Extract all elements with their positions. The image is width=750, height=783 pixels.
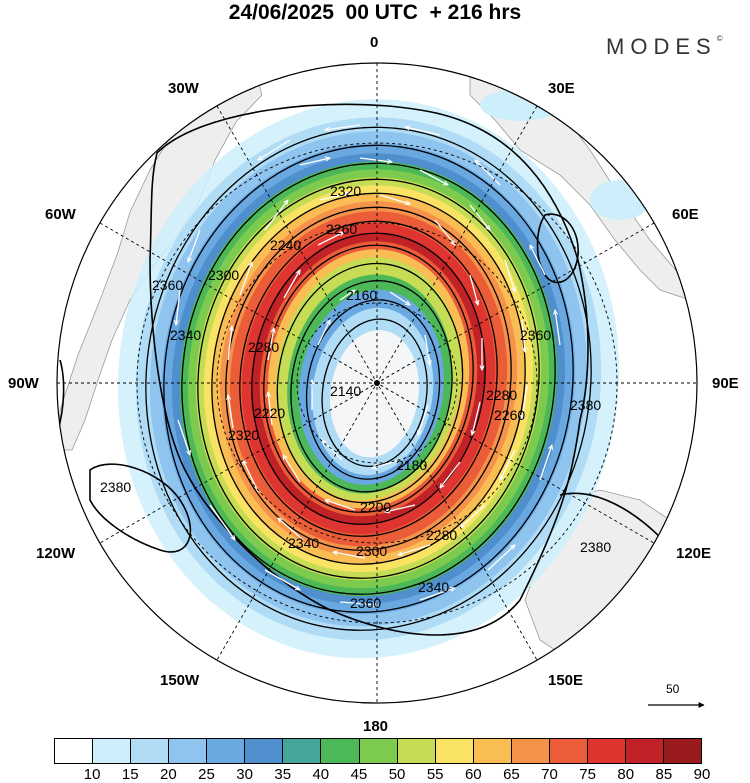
contour-label: 2360 [350,595,381,611]
colorbar-tick-label: 30 [236,766,253,783]
colorbar-segment [283,739,322,763]
colorbar-segment [93,739,132,763]
colorbar-segment [359,739,398,763]
contour-label: 2320 [330,183,361,199]
contour-label-layer: 2320 2260 2240 2160 2140 2180 2200 2260 … [100,183,611,611]
contour-label: 2360 [520,327,551,343]
colorbar-segment [55,739,94,763]
lon-label-30e: 30E [548,80,575,97]
colorbar-segment [397,739,436,763]
colorbar-segment [245,739,284,763]
colorbar-tick-label: 45 [350,766,368,783]
lon-label-180: 180 [363,718,389,735]
colorbar-tick-label: 35 [274,766,292,783]
colorbar-segment [207,739,246,763]
wind-vectors [176,124,561,605]
lon-label-150e: 150E [548,672,584,689]
contour-label: 2300 [356,543,387,559]
lon-label-60e: 60E [672,206,699,223]
colorbar-tick-label: 80 [617,766,635,783]
colorbar-segment [435,739,474,763]
contour-label: 2340 [170,327,201,343]
colorbar-tick-label: 40 [312,766,330,783]
colorbar-tick-label: 85 [655,766,673,783]
contour-label: 2280 [426,527,457,543]
colorbar-segment [549,739,588,763]
colorbar-tick-label: 15 [121,766,139,783]
colorbar-segment [321,739,360,763]
lon-label-90w: 90W [8,375,39,392]
contour-label: 2380 [570,397,601,413]
map-boundary [56,62,698,704]
contour-label: 2200 [360,499,391,515]
lon-label-90e: 90E [712,375,739,392]
colorbar-segment [511,739,550,763]
contour-label: 2320 [228,427,259,443]
modes-logo: MODES© [606,34,723,60]
contour-label: 2260 [326,221,357,237]
colorbar-tick-label: 60 [464,766,482,783]
contour-label: 2380 [580,539,611,555]
colorbar-tick-label: 50 [388,766,406,783]
contour-label: 2300 [208,267,239,283]
colorbar-tick-label: 25 [198,766,215,783]
wind-speed-colorbar [54,738,702,764]
contour-label: 2280 [248,339,279,355]
contour-label: 2380 [100,479,131,495]
colorbar-tick-labels: 10 15 20 25 30 35 40 45 50 55 60 65 70 75 80 85 90 [0,766,750,783]
contour-label: 2140 [330,383,361,399]
colorbar-tick-label: 90 [693,766,711,783]
colorbar-segment [131,739,170,763]
colorbar-segment [587,739,626,763]
lon-label-60w: 60W [45,206,76,223]
colorbar-tick-label: 65 [503,766,520,783]
colorbar-segment [473,739,512,763]
contour-label: 2180 [396,457,427,473]
colorbar-tick-label: 70 [541,766,558,783]
contour-label: 2240 [270,237,301,253]
colorbar-segment [625,739,664,763]
height-contours [145,126,592,631]
lon-label-30w: 30W [168,80,199,97]
south-pole-marker [374,380,380,386]
lon-label-0: 0 [370,34,379,51]
colorbar-tick-label: 20 [160,766,177,783]
contour-label: 2340 [418,579,449,595]
colorbar-segment [169,739,208,763]
colorbar-tick-label: 10 [83,766,101,783]
brand-mark: © [716,34,723,43]
contour-label: 2220 [254,405,285,421]
contour-label: 2280 [486,387,517,403]
contour-label: 2260 [494,407,525,423]
contour-label: 2340 [288,535,319,551]
lon-label-150w: 150W [160,672,200,689]
contour-label: 2360 [152,277,183,293]
south-america-land [59,69,263,451]
lon-label-120w: 120W [36,545,76,562]
colorbar-tick-label: 55 [426,766,444,783]
vector-reference-value: 50 [666,682,680,696]
lon-label-120e: 120E [676,545,712,562]
colorbar-segment [664,739,702,763]
wind-patch-east [590,180,650,220]
map-title: 24/06/2025 00 UTC + 216 hrs [228,1,522,24]
africa-land [469,74,691,301]
brand-text: MODES [606,34,717,59]
colorbar-tick-label: 75 [579,766,596,783]
contour-label: 2160 [346,287,377,303]
